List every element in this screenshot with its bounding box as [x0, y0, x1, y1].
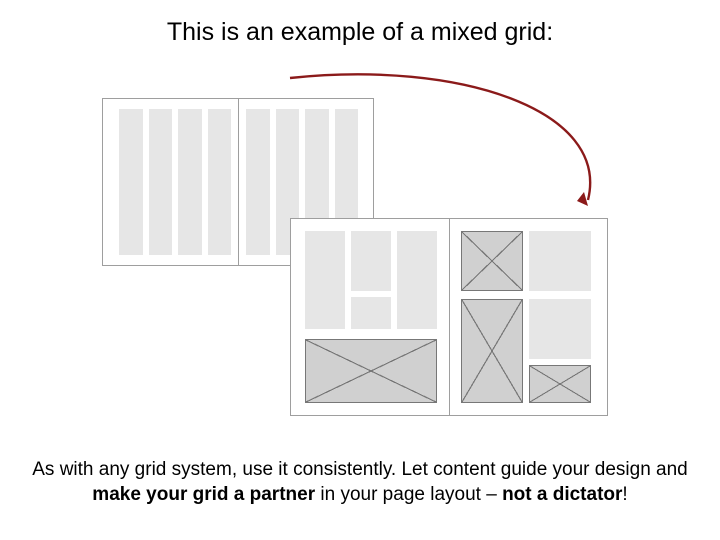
content-block	[529, 231, 591, 291]
caption-part1: As with any grid system, use it consiste…	[32, 459, 688, 480]
image-placeholder-block	[305, 339, 437, 403]
grid-column	[208, 109, 232, 255]
image-placeholder-block	[461, 231, 523, 291]
caption-part2: in your page layout –	[315, 484, 502, 505]
image-placeholder-block	[461, 299, 523, 403]
spread1-left-page	[103, 99, 238, 265]
caption-bold1: make your grid a partner	[92, 484, 315, 505]
caption-bold2: not a dictator	[502, 484, 622, 505]
grid-column	[246, 109, 270, 255]
content-block	[529, 299, 591, 359]
content-block	[351, 231, 391, 291]
content-block	[351, 297, 391, 329]
caption-text: As with any grid system, use it consiste…	[30, 457, 690, 508]
content-block	[305, 231, 345, 329]
spread2-left-page	[291, 219, 449, 415]
spread-mixed-grid	[290, 218, 608, 416]
caption-part3: !	[622, 484, 627, 505]
content-block	[397, 231, 437, 329]
grid-column	[119, 109, 143, 255]
image-placeholder-block	[529, 365, 591, 403]
grid-column	[178, 109, 202, 255]
grid-column	[149, 109, 173, 255]
spread2-right-page	[449, 219, 607, 415]
